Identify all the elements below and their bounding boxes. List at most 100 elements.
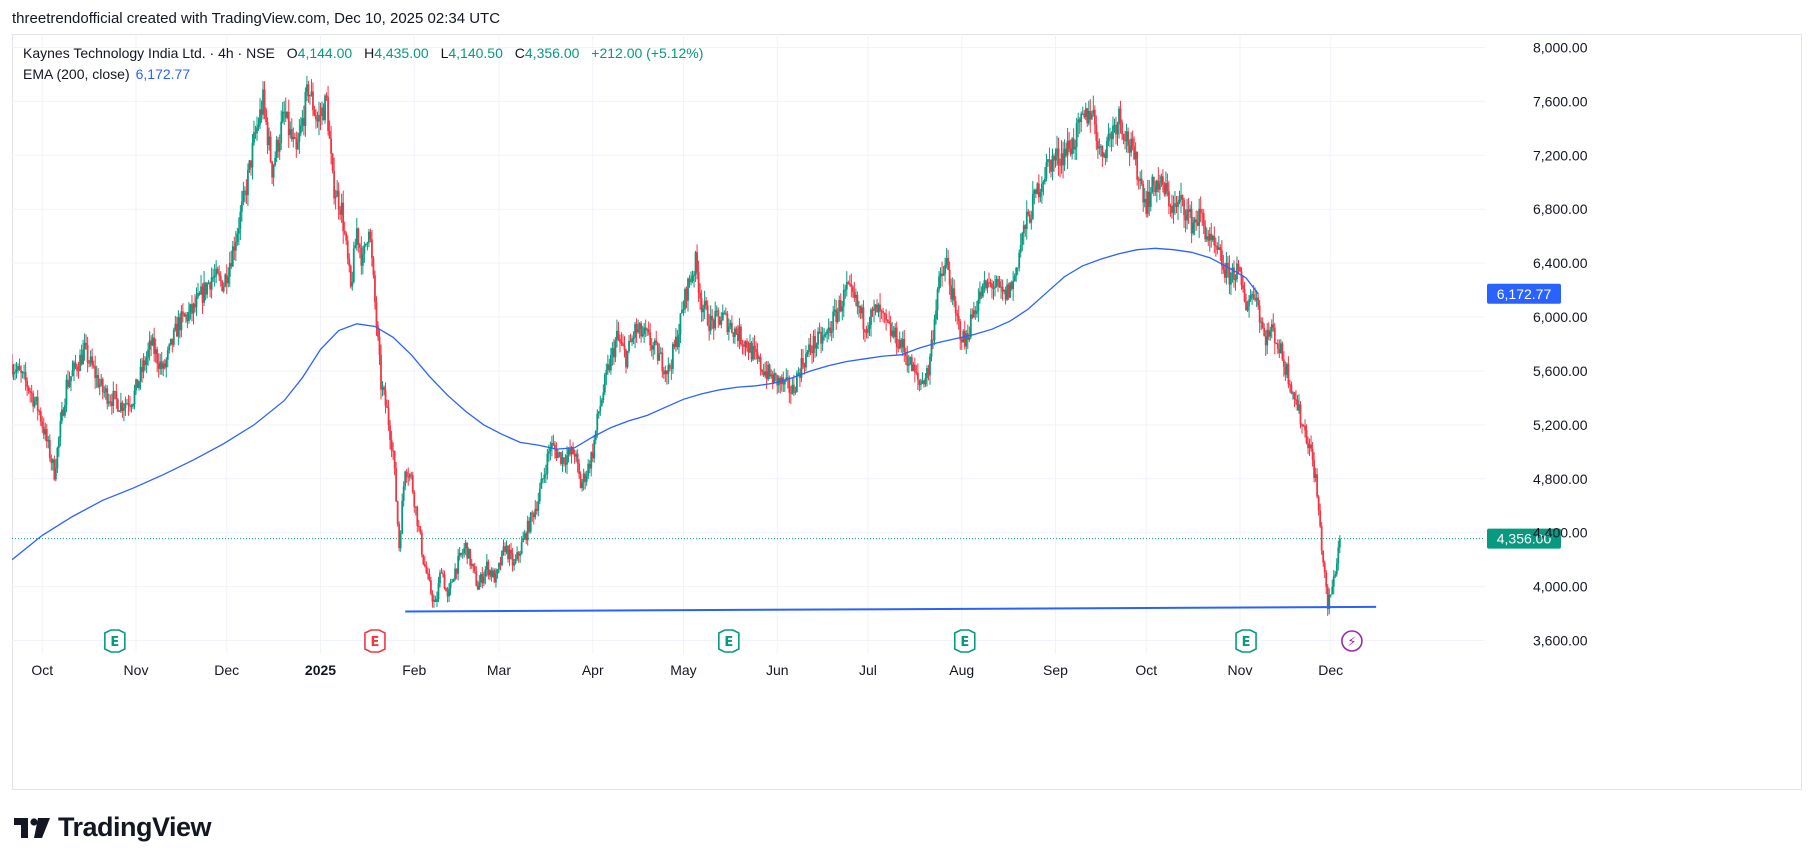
candle-body (823, 334, 826, 337)
candle-body (1077, 119, 1080, 124)
candle-body (228, 263, 231, 277)
candle-body (540, 478, 543, 489)
x-tick-label: Nov (124, 662, 149, 678)
candle-body (1168, 191, 1170, 206)
y-tick-label: 8,000.00 (1533, 39, 1588, 55)
candle-body (753, 345, 756, 349)
candle-body (371, 239, 373, 259)
candle-body (708, 325, 711, 331)
candle-body (643, 327, 646, 334)
candle-body (848, 283, 851, 285)
candle-body (897, 347, 900, 349)
candle-body (150, 340, 153, 346)
candle-body (948, 269, 951, 286)
candle-body (278, 142, 281, 152)
candle-body (1284, 366, 1287, 375)
candle-body (404, 471, 407, 487)
change-value: +212.00 (+5.12%) (591, 45, 704, 61)
candle-body (1261, 321, 1264, 329)
candle-body (119, 402, 122, 411)
candle-body (599, 405, 602, 412)
candle-body (1044, 178, 1046, 182)
candle-body (809, 344, 812, 352)
candle-body (821, 336, 824, 344)
candle-body (921, 380, 924, 384)
candle-body (737, 333, 739, 342)
symbol-label: Kaynes Technology India Ltd. · 4h · NSE (23, 45, 275, 61)
candle-body (263, 89, 266, 110)
candle-body (1245, 301, 1247, 311)
candle-body (1056, 148, 1058, 157)
candle-body (1021, 233, 1024, 246)
candle-body (590, 452, 593, 469)
support-trendline (405, 605, 1377, 613)
candle-body (644, 327, 647, 331)
candle-body (195, 296, 198, 308)
candle-body (563, 457, 565, 463)
candle-body (1047, 159, 1049, 163)
candle-body (1287, 364, 1290, 385)
candle-body (529, 512, 532, 532)
candle-body (191, 304, 193, 314)
candle-body (761, 369, 764, 372)
candle-body (389, 425, 391, 441)
candle-body (129, 405, 131, 407)
candle-body (637, 329, 640, 333)
candle-body (24, 372, 27, 381)
price-chart[interactable]: 4,356.00 6,172.77 3,600.00 4,000.00 4,400.0… (12, 34, 1802, 790)
candle-body (481, 573, 484, 584)
candle-body (1104, 153, 1107, 159)
candle-body (1074, 146, 1077, 150)
candle-body (183, 313, 186, 317)
candle-body (334, 196, 337, 199)
candle-body (640, 323, 643, 337)
candle-body (21, 372, 24, 374)
candle-body (45, 429, 48, 442)
candle-body (1281, 343, 1284, 360)
candle-body (1010, 282, 1013, 289)
candle-body (1075, 123, 1078, 147)
candle-body (36, 396, 39, 411)
tradingview-logo[interactable]: TradingView (14, 812, 212, 843)
candle-body (80, 354, 83, 365)
candle-body (507, 545, 509, 560)
candle-body (1214, 245, 1217, 247)
candle-body (198, 293, 201, 295)
candle-body (1133, 146, 1136, 160)
candle-body (295, 138, 298, 150)
candle-body (299, 125, 302, 134)
candle-body (426, 572, 429, 574)
candle-body (744, 341, 747, 347)
candle-body (997, 279, 999, 282)
candle-body (641, 333, 644, 337)
candle-body (675, 336, 677, 347)
candle-body (712, 319, 715, 329)
candle-body (1160, 176, 1163, 184)
candle-body (32, 393, 35, 407)
candle-body (375, 302, 378, 326)
candle-body (986, 282, 989, 289)
candle-body (626, 351, 629, 368)
candle-body (251, 142, 254, 168)
candle-body (393, 450, 396, 469)
candle-body (1285, 364, 1288, 375)
candle-body (800, 358, 803, 378)
candle-body (1273, 327, 1276, 343)
candle-body (473, 566, 476, 572)
ema-legend[interactable]: EMA (200, close) 6,172.77 (23, 66, 190, 82)
candle-body (106, 388, 109, 404)
candle-body (495, 573, 497, 583)
candle-body (1066, 140, 1069, 156)
candle-body (1293, 392, 1296, 400)
candle-body (454, 568, 457, 580)
candle-body (490, 570, 493, 577)
candle-body (1184, 215, 1187, 221)
candle-body (210, 277, 213, 290)
close-value: 4,356.00 (524, 45, 580, 61)
candle-body (759, 357, 762, 370)
candle-body (1328, 594, 1331, 610)
candle-body (974, 310, 977, 314)
candle-body (1222, 265, 1225, 270)
candle-body (721, 312, 724, 321)
candle-body (886, 319, 889, 322)
